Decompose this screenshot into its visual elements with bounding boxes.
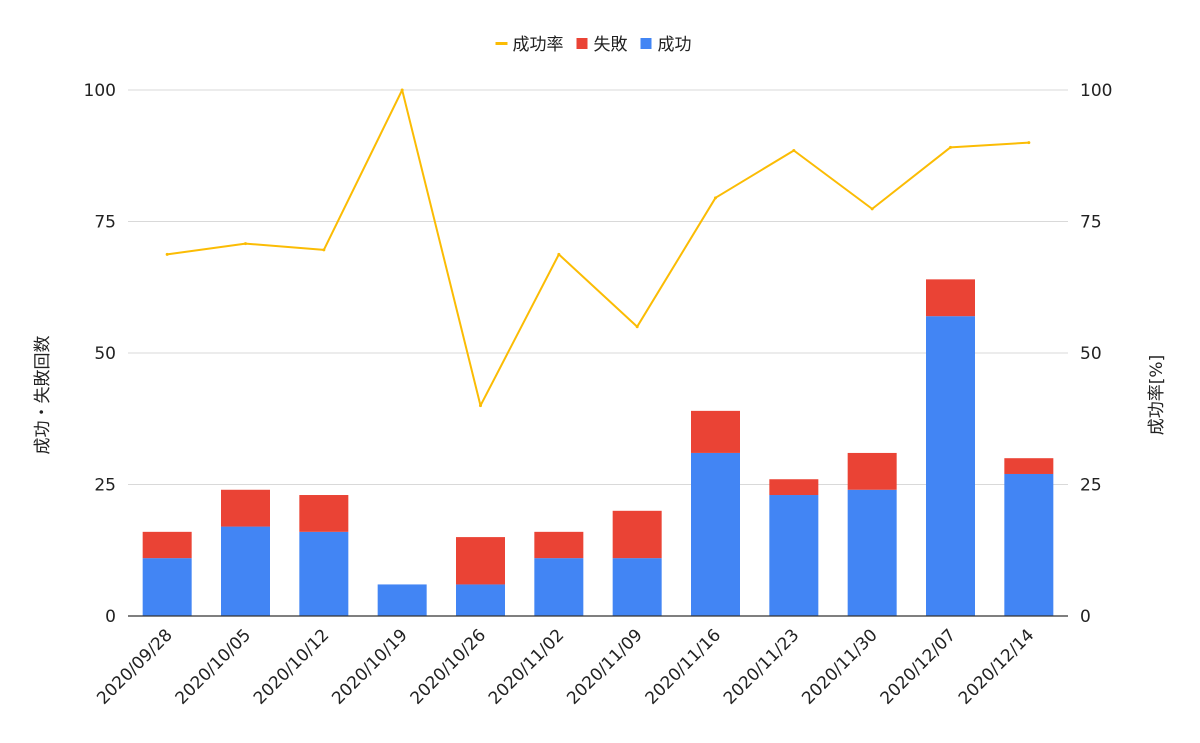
bar-success (847, 489, 897, 616)
legend-swatch-line (495, 42, 508, 45)
bar-failure (1004, 458, 1054, 474)
x-tick-label: 2020/11/02 (485, 625, 568, 708)
bar-failure (926, 279, 975, 317)
bar-success (612, 558, 662, 616)
y-tick-label-left: 100 (84, 81, 116, 101)
x-tick-label: 2020/11/23 (720, 625, 803, 708)
legend: 成功率 失敗 成功 (495, 35, 692, 55)
bar-success (221, 526, 270, 616)
bar-success (142, 558, 192, 616)
bar-series-group (142, 279, 1054, 616)
y-axis-title-left: 成功・失敗回数 (33, 336, 53, 455)
line-series-group (165, 88, 1031, 408)
point-success-rate (165, 252, 169, 256)
point-success-rate (400, 88, 404, 92)
y-tick-label-right: 100 (1080, 81, 1112, 101)
point-success-rate (792, 148, 796, 152)
x-tick-label: 2020/11/16 (642, 625, 725, 708)
x-tick-label: 2020/11/30 (798, 625, 881, 708)
y-tick-label-left: 0 (105, 607, 116, 627)
point-success-rate (479, 404, 482, 408)
bar-success (691, 452, 740, 616)
y-tick-label-right: 0 (1080, 607, 1091, 627)
x-tick-label: 2020/09/28 (93, 625, 176, 708)
bar-failure (534, 531, 584, 559)
legend-swatch (640, 38, 652, 49)
y-tick-label-left: 75 (94, 213, 116, 233)
bar-success (456, 584, 505, 616)
bar-success (1004, 473, 1054, 616)
bar-failure (299, 495, 349, 532)
x-tick-label: 2020/10/26 (407, 625, 490, 708)
y-tick-label-left: 25 (94, 476, 116, 496)
legend-label: 成功 (658, 35, 692, 55)
bar-success (299, 531, 349, 616)
legend-swatch (576, 38, 588, 49)
bar-failure (142, 531, 192, 559)
point-success-rate (949, 145, 952, 149)
bar-success (377, 584, 427, 616)
legend-label: 成功率 (513, 35, 564, 55)
x-tick-label: 2020/11/09 (563, 625, 646, 708)
x-tick-label: 2020/12/14 (955, 625, 1038, 708)
bar-success (769, 495, 819, 616)
point-success-rate (1027, 141, 1031, 145)
bar-failure (221, 489, 270, 527)
point-success-rate (714, 196, 717, 200)
x-tick-label: 2020/10/19 (328, 625, 411, 708)
y-tick-label-right: 50 (1080, 344, 1102, 364)
bar-failure (691, 410, 740, 453)
bar-success (926, 316, 975, 616)
y-tick-label-right: 75 (1080, 213, 1102, 233)
x-tick-label: 2020/10/12 (250, 625, 333, 708)
gridlines (128, 89, 1068, 485)
point-success-rate (635, 325, 639, 329)
point-success-rate (244, 242, 247, 246)
y-tick-label-right: 25 (1080, 476, 1102, 496)
x-tick-label: 2020/10/05 (172, 625, 255, 708)
bar-failure (847, 452, 897, 490)
bar-failure (456, 537, 505, 585)
x-tick-label: 2020/12/07 (877, 625, 960, 708)
legend-label: 失敗 (594, 35, 628, 55)
line-success-rate (167, 89, 1029, 407)
point-success-rate (870, 207, 874, 211)
bar-failure (769, 479, 819, 496)
y-tick-label-left: 50 (94, 344, 116, 364)
bar-success (534, 558, 584, 616)
point-success-rate (322, 248, 326, 252)
point-success-rate (557, 252, 561, 256)
bar-failure (612, 510, 662, 559)
y-axis-title-right: 成功率[%] (1147, 355, 1167, 435)
